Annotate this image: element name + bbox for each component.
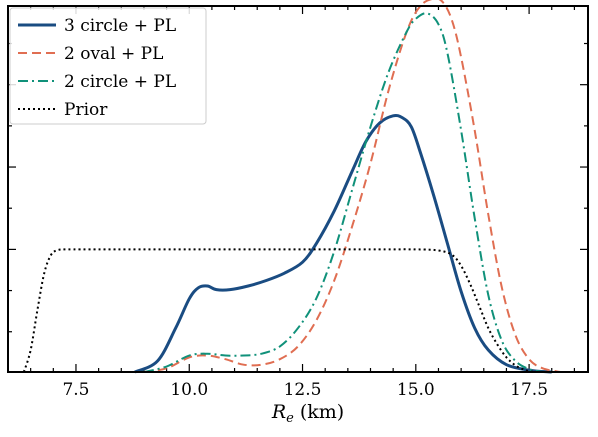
x-tick-label: 10.0 bbox=[170, 380, 208, 400]
plot-frame bbox=[7, 5, 589, 373]
series-layer bbox=[22, 0, 562, 374]
x-tick-label: 12.5 bbox=[284, 380, 322, 400]
x-axis-label: Re (km) bbox=[271, 401, 344, 426]
x-axis-label-unit: (km) bbox=[300, 401, 344, 423]
x-tick-labels: 7.5 10.0 12.5 15.0 17.5 bbox=[62, 380, 548, 400]
x-tick-label: 17.5 bbox=[510, 380, 548, 400]
legend-box bbox=[9, 7, 207, 125]
series-line-2-circle-pl bbox=[143, 12, 543, 373]
x-axis-label-var: R bbox=[271, 401, 286, 423]
x-tick-label: 7.5 bbox=[62, 380, 89, 400]
x-tick-label: 15.0 bbox=[397, 380, 435, 400]
legend: 3 circle + PL 2 oval + PL 2 circle + PL Pri… bbox=[9, 7, 207, 125]
legend-label-3-circle-pl: 3 circle + PL bbox=[64, 16, 176, 36]
series-line-3-circle-pl bbox=[134, 113, 552, 374]
series-line-2-oval-pl bbox=[143, 0, 562, 373]
legend-label-2-circle-pl: 2 circle + PL bbox=[64, 72, 176, 92]
x-axis-label-sub: e bbox=[286, 411, 294, 426]
series-line-prior bbox=[22, 248, 534, 373]
legend-label-prior: Prior bbox=[64, 100, 108, 120]
legend-label-2-oval-pl: 2 oval + PL bbox=[64, 44, 163, 64]
